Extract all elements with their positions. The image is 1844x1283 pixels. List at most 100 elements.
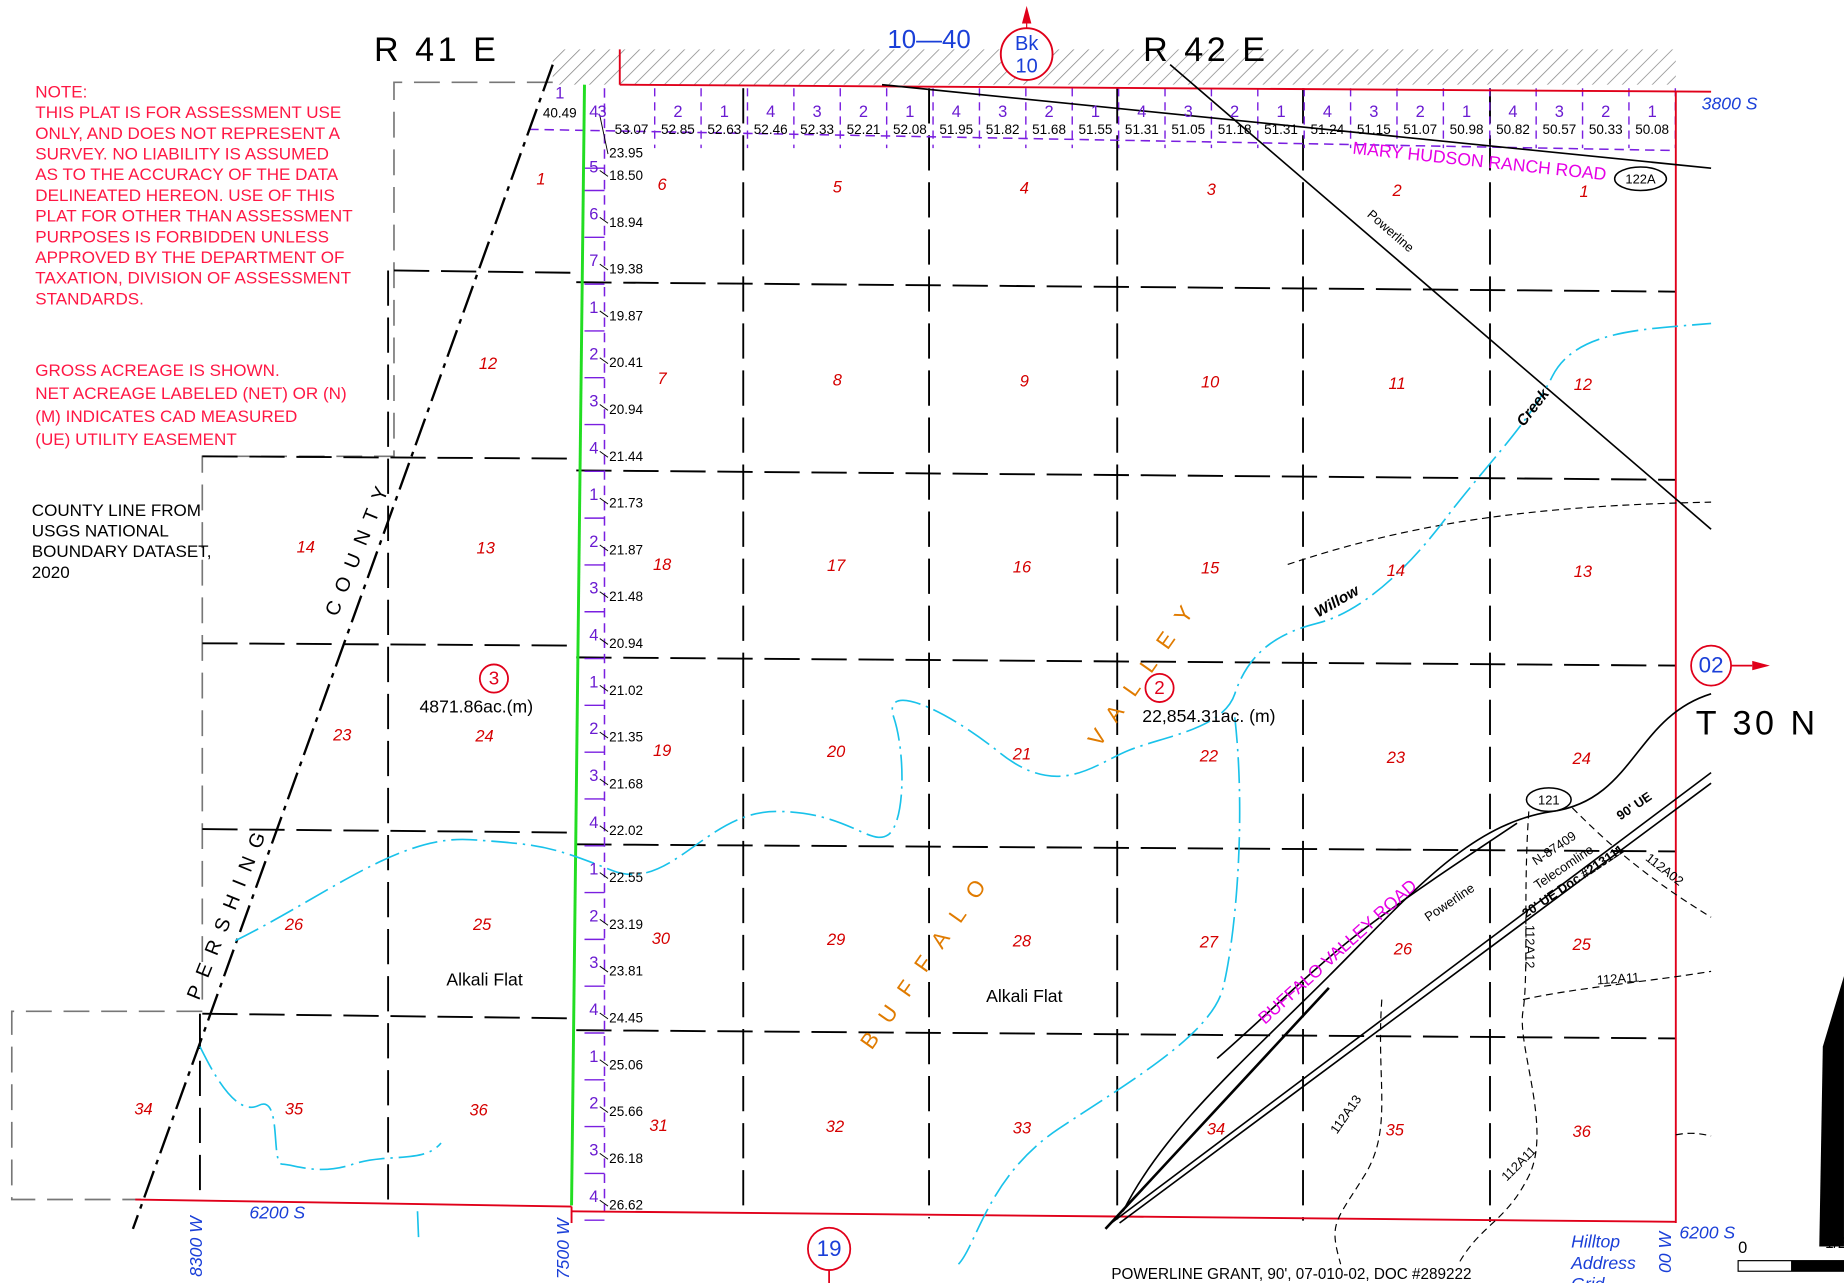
north-arrow: [1819, 976, 1844, 1247]
lot-acreage: 52.33: [800, 122, 834, 137]
note-line: ONLY, AND DOES NOT REPRESENT A: [35, 124, 340, 143]
lot-leader: [599, 825, 609, 833]
lot-number: 3: [589, 580, 598, 598]
hatch-strip: [552, 49, 1676, 85]
lot-number: 6: [589, 205, 598, 223]
range-label: R 42 E: [1143, 31, 1268, 69]
section-number: 36: [469, 1102, 488, 1120]
lot-acreage: 51.31: [1264, 122, 1298, 137]
lot-number: 1: [555, 84, 564, 102]
section-number: 5: [833, 179, 843, 197]
lot-acreage: 53.07: [615, 122, 649, 137]
note-line: PURPOSES IS FORBIDDEN UNLESS: [35, 227, 329, 246]
section-number: 23: [332, 727, 351, 745]
lot-acreage: 52.46: [754, 122, 788, 137]
note-line: AS TO THE ACCURACY OF THE DATA: [35, 165, 338, 184]
lot-leader: [599, 310, 609, 318]
lot-leader: [599, 115, 609, 155]
section-number: 28: [1012, 932, 1032, 950]
county-note-line: COUNTY LINE FROM: [32, 501, 201, 520]
lot-number: 3: [813, 103, 822, 121]
street-label: 3800 S: [1702, 93, 1758, 113]
lot-acreage: 25.06: [609, 1057, 643, 1072]
parcel-acreage: 22,854.31ac. (m): [1142, 706, 1275, 726]
street-label: 8300 W: [186, 1214, 206, 1277]
street-label: 7500 W: [553, 1216, 573, 1279]
legend-line: NET ACREAGE LABELED (NET) OR (N): [35, 384, 346, 403]
lot-acreage: 50.08: [1635, 122, 1669, 137]
section-number: 8: [833, 371, 843, 389]
road-marker: [1613, 166, 1668, 192]
lot-acreage: 51.05: [1171, 122, 1205, 137]
parcel-circle: [478, 663, 509, 694]
lot-acreage: 50.57: [1542, 122, 1576, 137]
county-line: [131, 64, 554, 1230]
lot-leader: [599, 1012, 609, 1020]
trail-label: 112A12: [1522, 925, 1537, 969]
lot-number: 3: [998, 103, 1007, 121]
lot-number: 2: [1416, 103, 1425, 121]
lot-leader: [599, 638, 609, 645]
adjoining-map-arrow: [1752, 660, 1770, 671]
lot-number: 2: [1044, 103, 1053, 121]
note-line: DELINEATED HEREON. USE OF THIS: [35, 186, 335, 205]
lot-leader: [599, 357, 609, 364]
lot-leader: [599, 544, 609, 552]
lot-number: 3: [1369, 103, 1378, 121]
scale-bar: [1791, 1260, 1844, 1272]
legend-line: (UE) UTILITY EASEMENT: [35, 430, 237, 449]
section-number: 18: [653, 556, 672, 574]
lot-acreage: 23.81: [609, 964, 643, 979]
adjoining-map: 02: [1699, 653, 1724, 678]
parcel-circle: [1144, 672, 1175, 703]
lot-number: 2: [1230, 103, 1239, 121]
section-number: 2: [1392, 182, 1402, 200]
section-number: 11: [1389, 375, 1406, 393]
book-label: Bk: [1015, 33, 1039, 55]
trail-label: 112A11: [1596, 970, 1640, 988]
lot-number: 1: [905, 103, 914, 121]
section-number: 26: [284, 916, 304, 934]
lot-number: 4: [589, 1188, 598, 1206]
county-note-line: 2020: [32, 563, 70, 582]
lot-acreage: 18.94: [609, 215, 643, 230]
county-note-line: BOUNDARY DATASET,: [32, 542, 212, 561]
county-note-line: USGS NATIONAL: [32, 522, 169, 541]
lot-acreage: 21.35: [609, 730, 643, 745]
section-number: 13: [477, 540, 495, 558]
section-number: 33: [1013, 1119, 1031, 1137]
lot-number: 4: [589, 814, 598, 832]
lot-number: 4: [1137, 103, 1146, 121]
lot-acreage: 51.15: [1357, 122, 1391, 137]
section-number: 22: [1199, 748, 1218, 766]
section-number: 24: [1572, 750, 1591, 768]
section-number: 29: [826, 931, 845, 949]
street-label: 00 W: [1655, 1229, 1675, 1273]
grid-title: Grid: [1571, 1274, 1605, 1283]
lot-acreage: 21.87: [609, 542, 643, 557]
section-number: 4: [1020, 180, 1029, 198]
lot-acreage: 23.95: [609, 146, 643, 161]
range-label: R 41 E: [374, 31, 499, 69]
lot-number: 1: [1648, 103, 1657, 121]
section-number: 20: [826, 743, 846, 761]
lot-leader: [599, 1153, 609, 1160]
lot-number: 3: [589, 1141, 598, 1159]
lot-number: 2: [589, 907, 598, 925]
lot-number: 1: [1091, 103, 1100, 121]
section-number: 34: [1207, 1120, 1225, 1138]
scale-label: 1/2: [1825, 1235, 1844, 1252]
lot-acreage: 22.02: [609, 823, 643, 838]
lot-acreage: 25.66: [609, 1104, 643, 1119]
lot-leader: [599, 919, 609, 926]
scale-label: 0: [1738, 1239, 1747, 1257]
lot-number: 2: [589, 720, 598, 738]
lot-number: 2: [1601, 103, 1610, 121]
lot-number: 1: [1462, 103, 1471, 121]
road-number: 122A: [1625, 171, 1656, 186]
roads: [881, 64, 1712, 1230]
trails: [1287, 501, 1712, 1265]
lot-acreage: 51.31: [1125, 122, 1159, 137]
